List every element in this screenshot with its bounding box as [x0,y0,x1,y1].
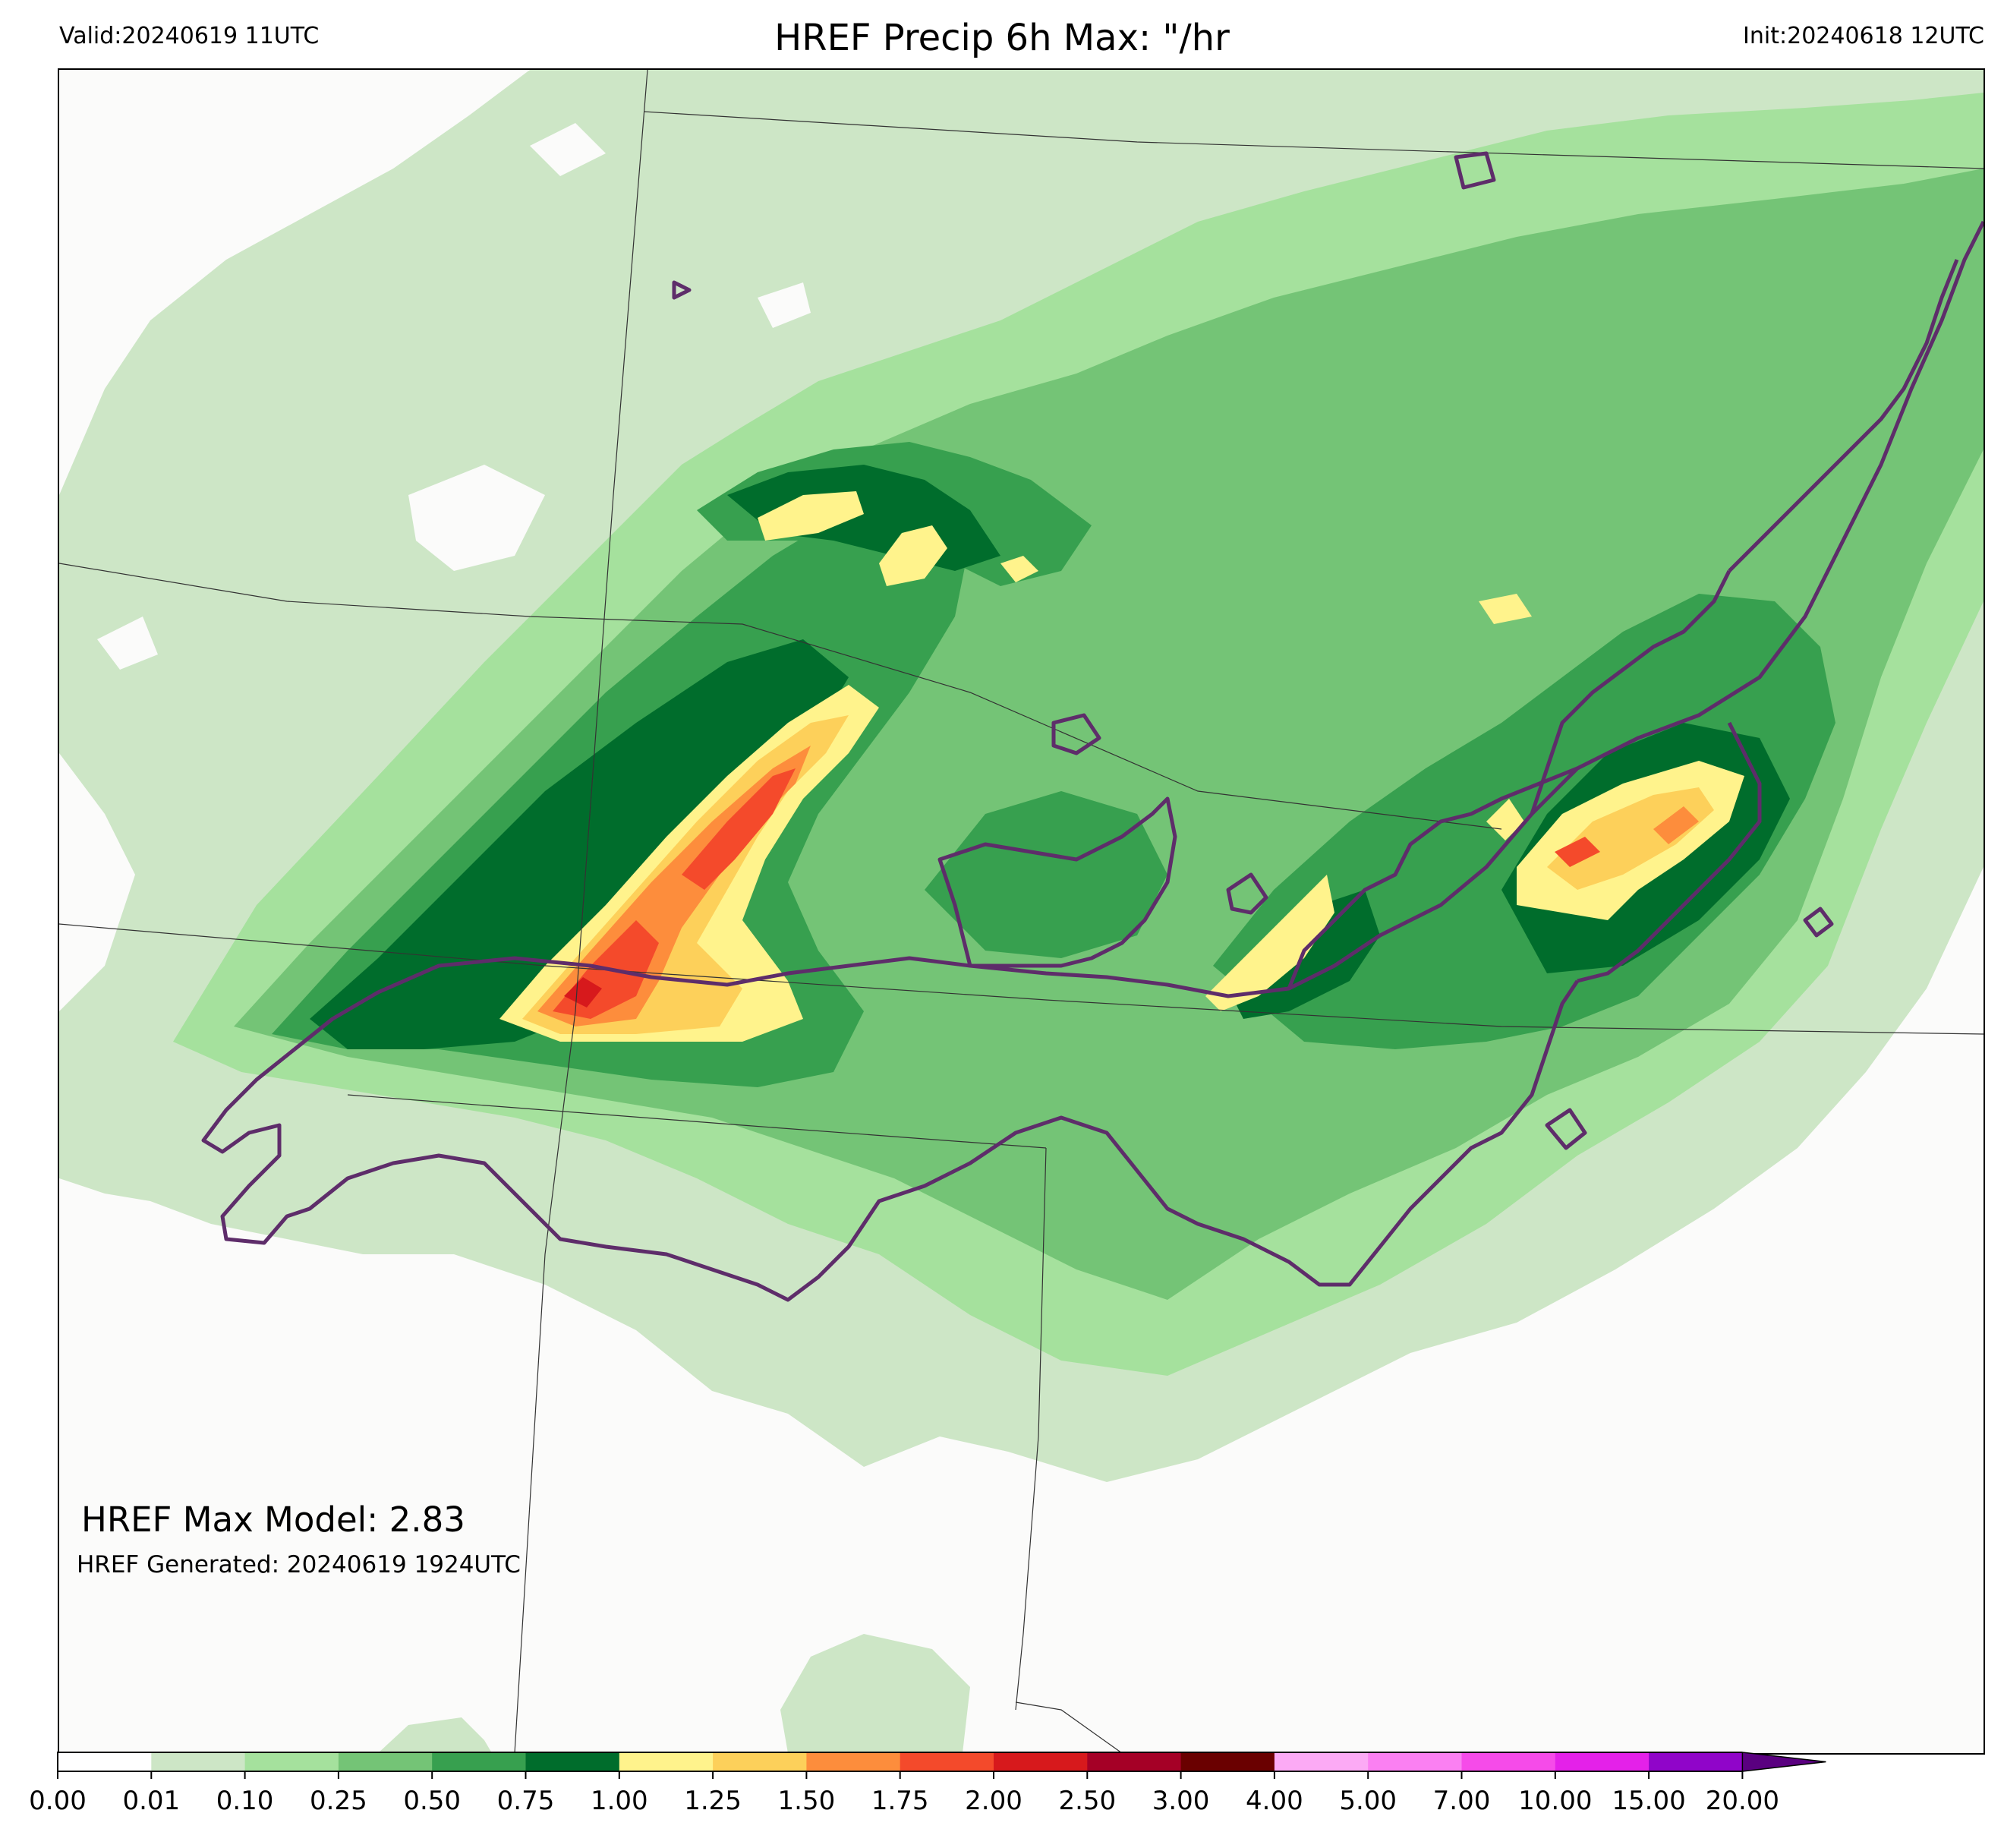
colorbar-tick-label: 5.00 [1339,1786,1397,1816]
no-precip-gap-1 [408,465,545,571]
colorbar-segment [1087,1752,1182,1771]
colorbar-tick-label: 4.00 [1246,1786,1303,1816]
precip-1-75in-west-b [682,768,796,890]
valid-time-label: Valid:20240619 11UTC [59,23,320,49]
precip-1-25in-east [1547,787,1714,890]
probability-contours [201,151,1984,1302]
precip-1in-north-a [758,491,864,541]
colorbar-tick-label: 0.25 [310,1786,367,1816]
colorbar-segment [994,1752,1088,1771]
colorbar-tick-label: 15.00 [1612,1786,1685,1816]
colorbar-segment [1274,1752,1369,1771]
state-borders [59,70,1984,1753]
colorbar-segment [1180,1752,1275,1771]
colorbar-tick-label: 0.01 [122,1786,180,1816]
colorbar-tick-label: 20.00 [1706,1786,1779,1816]
colorbar-segment [1368,1752,1463,1771]
no-precip-gap-2 [758,282,811,328]
colorbar-segment [1649,1752,1743,1771]
colorbar-tick-label: 1.50 [778,1786,836,1816]
colorbar-segment [1555,1752,1650,1771]
precip-1in-east-c [1486,799,1524,840]
colorbar-tick-label: 7.00 [1433,1786,1491,1816]
colorbar-segment [713,1752,807,1771]
no-precip-gap-4 [530,123,606,176]
init-time-label: Init:20240618 12UTC [1743,23,1984,49]
precip-2in-west [564,977,602,1008]
colorbar-tick-label: 1.00 [591,1786,648,1816]
colorbar-tick-label: 0.75 [497,1786,555,1816]
precip-heavy-area-mid [925,791,1167,958]
generated-timestamp: HREF Generated: 20240619 1924UTC [77,1551,521,1578]
colorbar-tick-label: 10.00 [1518,1786,1592,1816]
precip-1in-north-c [1000,556,1038,582]
colorbar-tick-label: 1.75 [871,1786,929,1816]
colorbar-segment [432,1752,527,1771]
colorbar-tick-label: 0.50 [403,1786,461,1816]
precip-map [59,70,1984,1753]
colorbar-segment [151,1752,246,1771]
colorbar-segment [338,1752,433,1771]
colorbar-segment [525,1752,620,1771]
colorbar-segment [1461,1752,1556,1771]
colorbar-tick-label: 0.10 [216,1786,274,1816]
no-precip-gap-5 [1851,981,1984,1209]
colorbar-segment [619,1752,714,1771]
precip-trace-south-blob [780,1634,970,1753]
map-panel [58,68,1985,1755]
max-model-annotation: HREF Max Model: 2.83 [81,1500,465,1540]
precip-1-5in-east [1653,806,1699,844]
chart-title: HREF Precip 6h Max: "/hr [774,17,1230,59]
colorbar-outline [57,1752,1743,1772]
precip-1in-north-b [879,525,947,586]
colorbar-tick-label: 2.00 [965,1786,1022,1816]
colorbar-segment [58,1752,152,1771]
colorbar-tick-label: 2.50 [1058,1786,1116,1816]
precip-1in-east-b [1479,594,1532,624]
precip-trace-south-blob-2 [378,1717,492,1753]
colorbar-tick-label: 0.00 [29,1786,87,1816]
no-precip-gap-3 [97,617,158,670]
colorbar-tick-label: 1.25 [684,1786,742,1816]
precip-1-75in-east [1555,837,1600,867]
precip-1in-mid [1205,875,1334,1011]
colorbar-tick-label: 3.00 [1152,1786,1210,1816]
precip-very-heavy-west [310,639,849,1049]
colorbar-segment [900,1752,994,1771]
colorbar-extend-arrow [1741,1752,1826,1772]
colorbar-segment [806,1752,901,1771]
colorbar-segment [244,1752,339,1771]
